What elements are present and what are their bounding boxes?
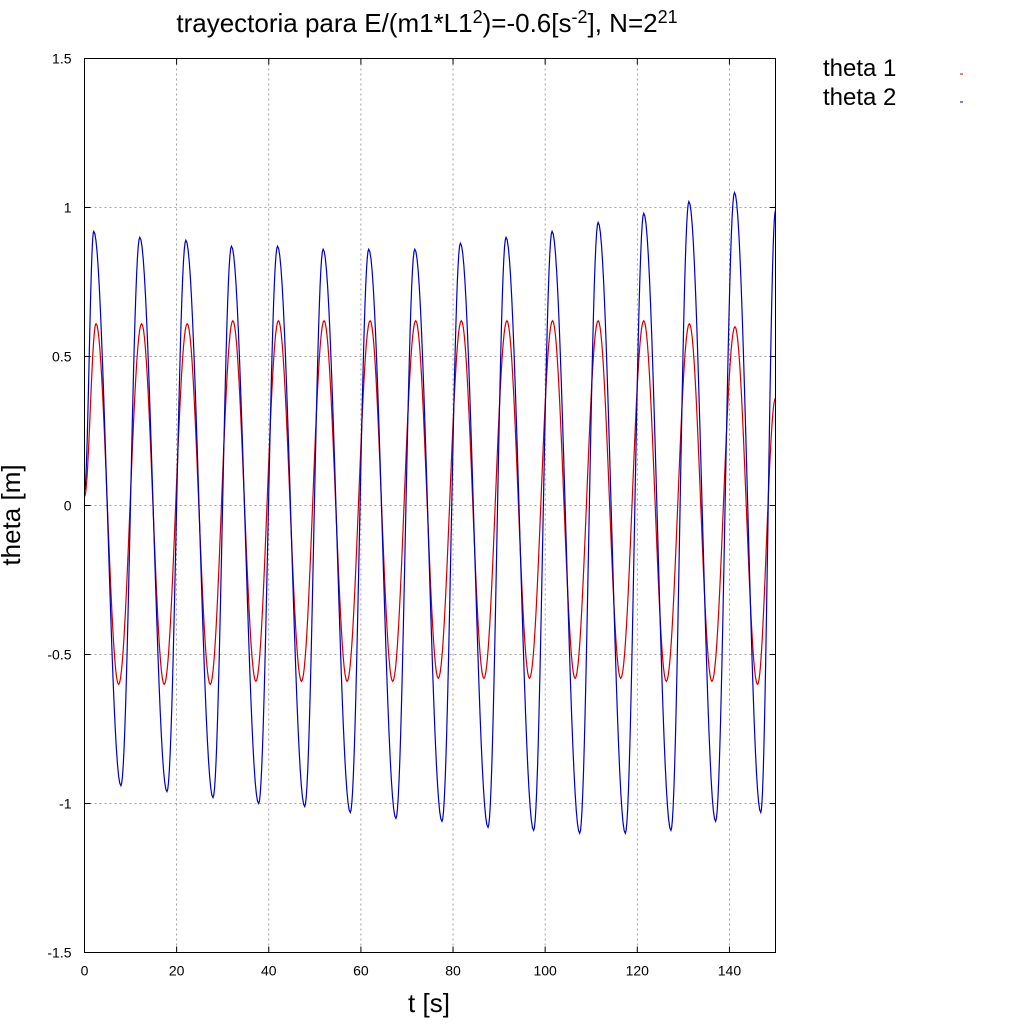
title-mid: )=-0.6[s bbox=[483, 8, 572, 38]
x-tick-label: 120 bbox=[626, 963, 650, 979]
x-tick-label: 20 bbox=[169, 963, 185, 979]
y-tick-label: 1 bbox=[64, 200, 72, 216]
y-tick-label: 1.5 bbox=[52, 51, 72, 67]
legend: theta 1 theta 2 bbox=[823, 55, 963, 111]
title-sup-1: 2 bbox=[473, 7, 483, 27]
series-line-theta-2 bbox=[83, 190, 777, 836]
x-tick-label: 80 bbox=[445, 963, 461, 979]
y-tick-label: 0 bbox=[64, 498, 72, 514]
plot-frame bbox=[84, 58, 776, 953]
title-base: trayectoria para E/(m1*L1 bbox=[176, 8, 472, 38]
y-tick-label: -1 bbox=[59, 796, 72, 812]
x-tick-label: 140 bbox=[718, 963, 742, 979]
axis-ticks: 0 20 40 60 80 100 120 140 -1.5 -1 -0.5 0 0.5 1 1.5 bbox=[47, 51, 776, 979]
y-tick-label: -1.5 bbox=[47, 945, 71, 961]
title-sup-3: 21 bbox=[658, 7, 678, 27]
x-tick-label: 40 bbox=[261, 963, 277, 979]
legend-label-theta-2: theta 2 bbox=[823, 84, 896, 111]
title-mid-2: ], N=2 bbox=[588, 8, 658, 38]
x-axis-label: t [s] bbox=[408, 988, 450, 1018]
series-layer bbox=[83, 190, 777, 836]
series-line-theta-1 bbox=[83, 319, 777, 686]
x-tick-label: 100 bbox=[533, 963, 557, 979]
y-tick-label: 0.5 bbox=[52, 349, 72, 365]
x-tick-label: 0 bbox=[81, 963, 89, 979]
grid bbox=[84, 58, 776, 953]
title-sup-2: -2 bbox=[572, 7, 588, 27]
y-axis-label: theta [m] bbox=[0, 464, 26, 565]
chart-title: trayectoria para E/(m1*L12)=-0.6[s-2], N… bbox=[176, 7, 677, 38]
y-tick-label: -0.5 bbox=[47, 647, 71, 663]
legend-label-theta-1: theta 1 bbox=[823, 55, 896, 82]
x-tick-label: 60 bbox=[353, 963, 369, 979]
